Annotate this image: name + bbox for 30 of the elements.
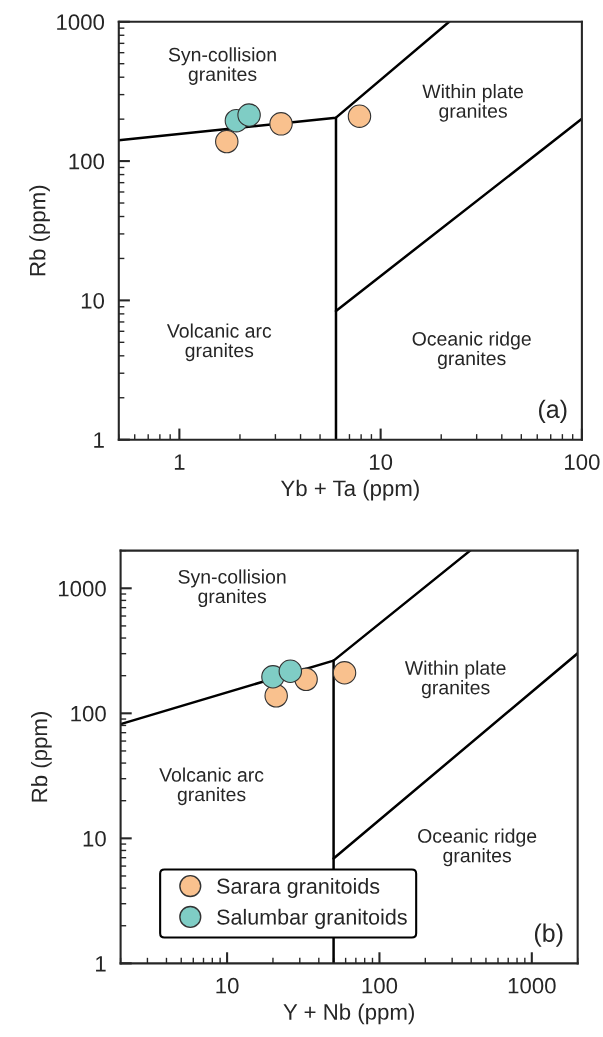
annotation: Within plate granites — [422, 84, 523, 122]
y-tick-label: 1 — [94, 432, 104, 448]
x-tick-label: 10 — [369, 454, 393, 470]
x-tick-label: 100 — [362, 977, 398, 994]
annotation: (b) — [534, 923, 563, 947]
y-tick-label: 1000 — [57, 14, 105, 31]
y-tick-label: 100 — [71, 705, 106, 722]
annotation: Volcanic arc granites — [159, 767, 264, 806]
y-axis-title: Rb (ppm) — [29, 185, 50, 276]
y-tick-label: 1 — [96, 956, 106, 972]
legend-label: Sarara granitoids — [217, 878, 380, 899]
annotation: Volcanic arc granites — [166, 323, 272, 362]
x-tick-label: 1000 — [508, 977, 556, 994]
x-axis-title: Yb + Ta (ppm) — [280, 479, 419, 501]
annotation: Oceanic ridge granites — [418, 828, 537, 867]
y-tick-label: 1000 — [58, 580, 106, 597]
y-tick-label: 10 — [81, 292, 105, 309]
legend-label: Salumbar granitoids — [217, 908, 407, 929]
annotation: Syn-collision granites — [168, 47, 276, 85]
annotation: Syn-collision granites — [178, 569, 286, 608]
x-tick-label: 100 — [565, 454, 600, 470]
y-tick-label: 10 — [83, 830, 106, 847]
y-axis-title: Rb (ppm) — [31, 712, 52, 802]
x-tick-label: 1 — [174, 454, 185, 470]
annotation: Within plate granites — [404, 660, 506, 699]
annotation: (a) — [539, 399, 567, 423]
annotation: Oceanic ridge granites — [412, 331, 531, 370]
x-tick-label: 10 — [216, 977, 239, 994]
y-tick-label: 100 — [69, 153, 105, 170]
x-axis-title: Y + Nb (ppm) — [283, 1003, 414, 1025]
